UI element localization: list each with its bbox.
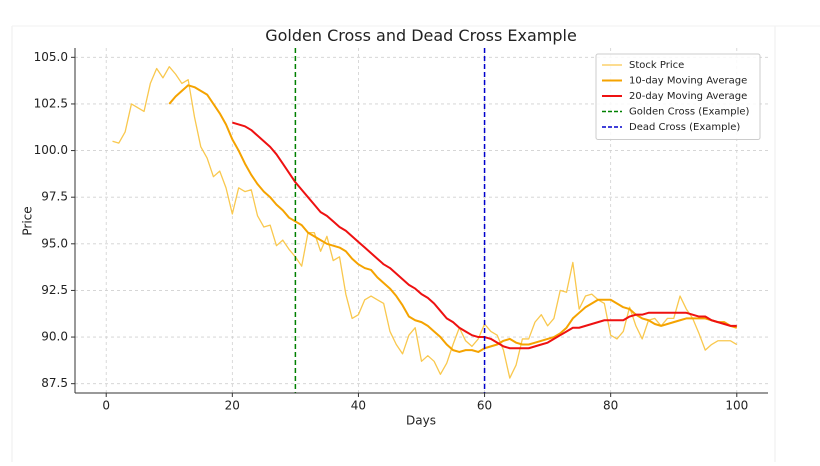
legend: Stock Price 10-day Moving Average 20-day M… [595,53,761,140]
x-tick-label: 80 [603,399,618,413]
x-tick-label: 60 [477,399,492,413]
legend-box [595,53,761,140]
y-tick-label: 97.5 [41,190,68,204]
y-tick-label: 87.5 [41,376,68,390]
chart-title: Golden Cross and Dead Cross Example [265,26,577,45]
y-tick-label: 90.0 [41,330,68,344]
y-tick-label: 95.0 [41,236,68,250]
x-tick-label: 40 [351,399,366,413]
legend-label: 20-day Moving Average [629,91,747,102]
y-tick-label: 105.0 [34,50,68,64]
y-axis-label: Price [21,206,35,235]
y-tick-label: 92.5 [41,283,68,297]
x-tick-label: 20 [225,399,240,413]
x-tick-label: 100 [725,399,748,413]
y-tick-label: 100.0 [34,143,68,157]
x-axis-label: Days [406,414,436,428]
series-line [168,84,738,353]
legend-label: 10-day Moving Average [629,76,747,87]
legend-label: Dead Cross (Example) [629,122,740,133]
x-tick-label: 0 [102,399,110,413]
legend-label: Stock Price [629,60,684,71]
legend-label: Golden Cross (Example) [629,107,750,118]
y-tick-label: 102.5 [34,96,68,110]
